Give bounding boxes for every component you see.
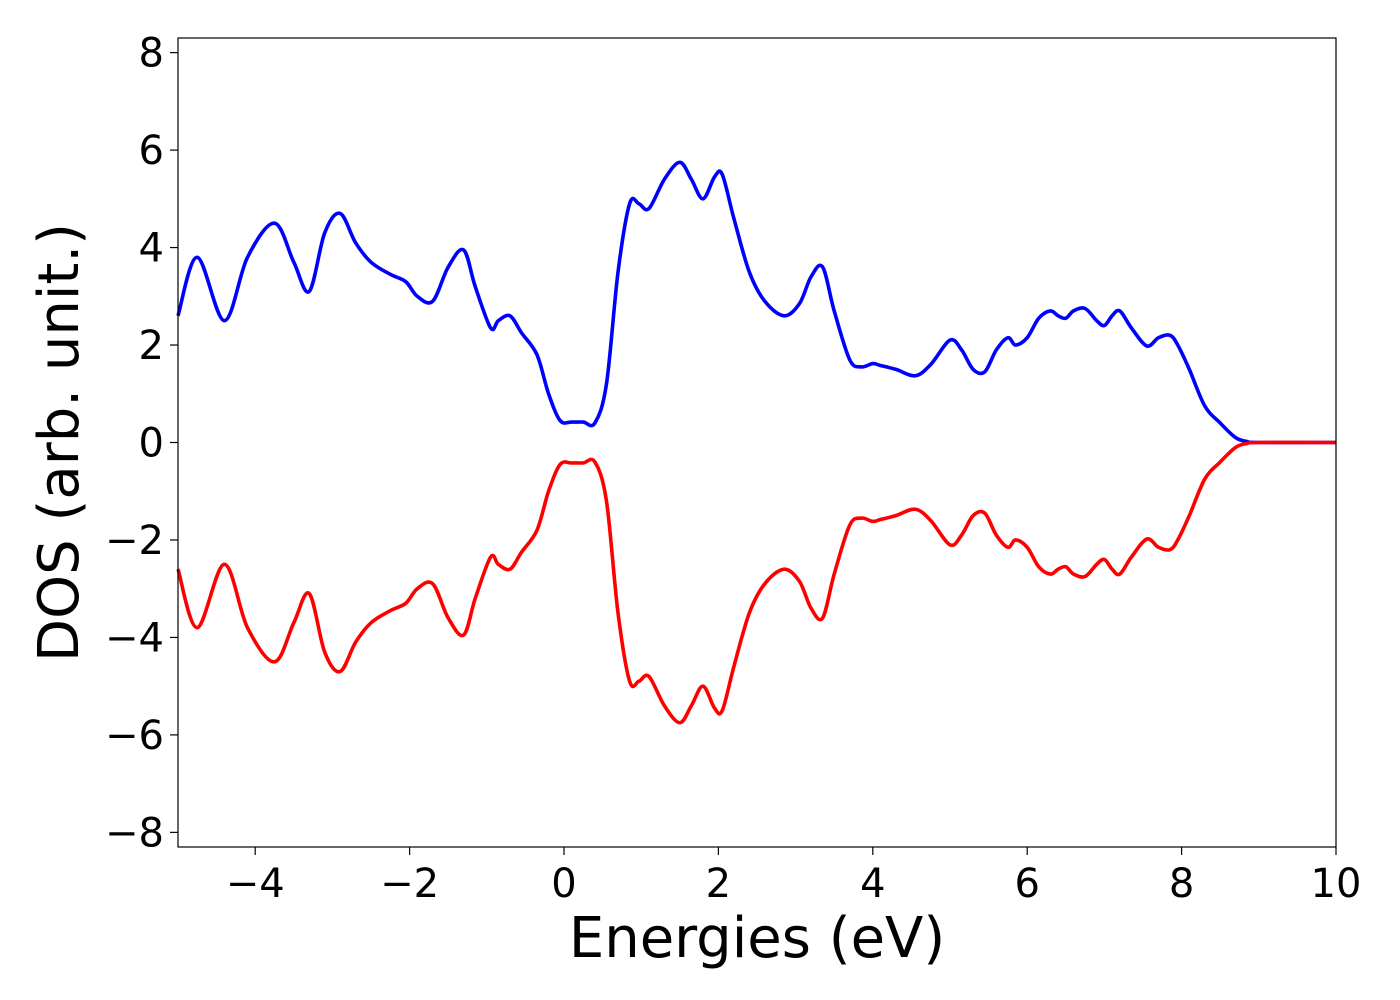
x-tick-label: 6: [1014, 861, 1039, 907]
y-tick-label: −8: [105, 810, 164, 856]
x-tick-label: 8: [1169, 861, 1194, 907]
series-layer: [176, 160, 1337, 725]
y-tick-label: 0: [139, 421, 164, 467]
x-tick-label: 2: [706, 861, 731, 907]
y-tick-label: 4: [139, 226, 164, 272]
y-tick-label: −2: [105, 518, 164, 564]
y-tick-label: 2: [139, 323, 164, 369]
x-tick-label: 10: [1311, 861, 1362, 907]
x-tick-label: 0: [551, 861, 576, 907]
y-tick-label: 6: [139, 128, 164, 174]
y-tick-label: −4: [105, 615, 164, 661]
x-tick-label: −4: [226, 861, 285, 907]
y-axis-ticks: 8 6 4 2 0 −2 −4 −6 −8: [105, 31, 178, 856]
series-line-1: [176, 440, 1337, 725]
series-line-0: [176, 160, 1337, 445]
y-tick-label: 8: [139, 31, 164, 77]
y-tick-label: −6: [105, 713, 164, 759]
x-tick-label: −2: [380, 861, 439, 907]
x-axis-label: Energies (eV): [569, 906, 945, 971]
x-axis-ticks: −4 −2 0 2 4 6 8 10: [226, 847, 1362, 907]
plot-frame: [177, 37, 1337, 848]
y-axis-label: DOS (arb. unit.): [27, 223, 92, 662]
x-tick-label: 4: [860, 861, 885, 907]
